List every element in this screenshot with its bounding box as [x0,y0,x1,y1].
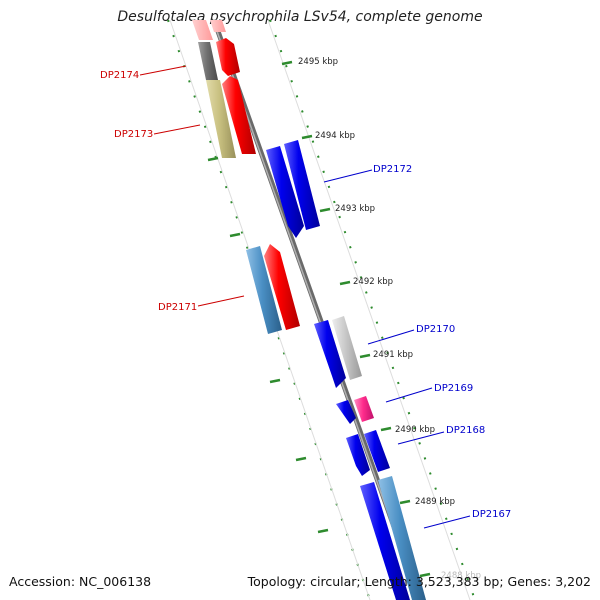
scale-label-2488: 2488 kbp [441,571,481,581]
gene-feature-faded-right[interactable] [210,20,226,32]
gene-label-DP2168[interactable]: DP2168 [446,425,485,436]
map-title: Desulfotalea psychrophila LSv54, complet… [117,9,483,25]
gene-feature-faded-left[interactable] [192,20,213,40]
gene-label-DP2170[interactable]: DP2170 [416,324,455,335]
track-boundary-right [267,19,471,600]
connector-DP2174 [139,65,187,76]
gene-feature-blue-2172a[interactable] [266,146,304,238]
tick-2492 [339,280,351,286]
gene-label-DP2173[interactable]: DP2173 [114,129,153,140]
accession-text: Accession: NC_006138 [9,574,152,589]
gene-feature-blue-2168b[interactable] [364,430,390,472]
connector-DP2169 [385,387,433,403]
scale-label-2493: 2493 kbp [335,204,375,214]
gene-feature-khaki-2173[interactable] [206,80,236,158]
gene-feature-blue-2168a[interactable] [346,434,370,476]
gene-label-DP2174[interactable]: DP2174 [100,70,139,81]
genome-summary-text: Topology: circular; Length: 3,523,383 bp… [247,574,591,589]
scale-label-2495: 2495 kbp [298,57,338,67]
tick-2490 [380,426,392,432]
tick-left-5 [317,528,329,534]
scale-label-2492: 2492 kbp [353,277,393,287]
tick-2491 [359,353,371,359]
scale-label-2490: 2490 kbp [395,425,435,435]
gene-label-DP2172[interactable]: DP2172 [373,164,412,175]
gene-feature-gray-2170[interactable] [332,316,362,380]
gene-feature-blue-2172b[interactable] [284,140,320,230]
tick-2488 [419,572,431,578]
tick-2489 [399,499,411,505]
scale-label-2491: 2491 kbp [373,350,413,360]
gene-feature-blue-2170[interactable] [314,320,346,388]
tick-left-1 [207,156,219,162]
tick-left-4 [295,456,307,462]
tick-2495 [281,60,293,66]
gene-feature-gray[interactable] [198,42,218,80]
tick-left-3 [269,378,281,384]
gene-feature-red-2174[interactable] [216,38,240,76]
gene-feature-blue-2167[interactable] [360,482,410,600]
ruler-right-edge [269,19,476,600]
gene-feature-steelblue-2167[interactable] [378,476,426,600]
gene-label-DP2169[interactable]: DP2169 [434,383,473,394]
connector-DP2170 [367,329,415,345]
scale-label-2489: 2489 kbp [415,497,455,507]
connector-DP2171 [197,295,245,307]
gene-feature-red-2173[interactable] [222,76,256,154]
tick-2494 [301,134,313,140]
connector-DP2172 [323,169,373,183]
scale-label-2494: 2494 kbp [315,131,355,141]
gene-feature-steelblue-2171[interactable] [246,246,282,334]
gene-label-DP2171[interactable]: DP2171 [158,302,197,313]
gene-label-DP2167[interactable]: DP2167 [472,509,511,520]
connector-DP2168 [397,431,445,445]
gene-feature-blue-2169[interactable] [336,400,356,424]
gene-feature-pink-2169[interactable] [354,396,374,422]
gene-feature-red-2171[interactable] [264,244,300,330]
tick-left-2 [229,232,241,238]
tick-2493 [319,207,331,213]
connector-DP2167 [423,515,471,529]
connector-DP2173 [153,124,201,135]
